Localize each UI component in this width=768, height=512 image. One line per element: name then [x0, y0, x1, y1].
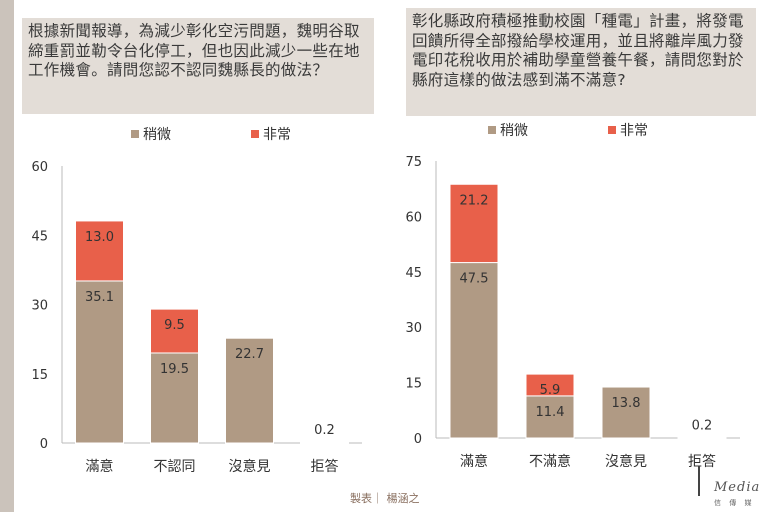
- y-tick-label: 60: [31, 160, 48, 175]
- x-tick-label: 沒意見: [229, 458, 271, 475]
- data-label: 47.5: [460, 272, 489, 287]
- legend-label-1: 非常: [620, 123, 648, 139]
- data-label: 19.5: [160, 362, 189, 377]
- bar-滿意-稍微: [449, 262, 499, 439]
- x-tick-label: 拒答: [311, 458, 339, 475]
- y-tick-label: 45: [31, 229, 48, 244]
- data-label: 22.7: [235, 347, 264, 362]
- y-tick-label: 30: [405, 321, 422, 336]
- bar-不認同-非常: [150, 308, 199, 354]
- legend-swatch-0: [488, 126, 496, 134]
- legend-swatch-1: [251, 130, 259, 138]
- bar-滿意-稍微: [75, 280, 124, 444]
- y-tick-label: 30: [31, 299, 48, 314]
- bar-沒意見-稍微: [225, 337, 274, 444]
- media-logo: Media: [714, 480, 761, 495]
- logo-bar: [698, 466, 700, 496]
- bar-滿意-非常: [449, 183, 499, 264]
- bar-沒意見-稍微: [601, 386, 651, 439]
- x-tick-label: 不滿意: [529, 453, 571, 470]
- bar-拒答-稍微: [300, 441, 349, 444]
- data-label: 13.8: [612, 396, 641, 411]
- left-accent-bar: [0, 0, 14, 512]
- y-tick-label: 15: [31, 368, 48, 383]
- data-label: 35.1: [85, 290, 114, 305]
- data-label: 9.5: [164, 318, 185, 333]
- bar-不認同-稍微: [150, 352, 199, 444]
- bar-拒答-稍微: [677, 436, 727, 439]
- data-label: 0.2: [314, 423, 335, 438]
- legend-swatch-0: [131, 130, 139, 138]
- legend-swatch-1: [608, 126, 616, 134]
- chart2-question: 彰化縣政府積極推動校園「種電」計畫，將發電回饋所得全部撥給學校運用，並且將離岸風…: [406, 8, 756, 116]
- y-tick-label: 60: [405, 210, 422, 225]
- bar-不滿意-稍微: [525, 395, 575, 439]
- data-label: 13.0: [85, 230, 114, 245]
- data-label: 5.9: [540, 383, 561, 398]
- y-tick-label: 15: [405, 377, 422, 392]
- x-tick-label: 拒答: [688, 453, 716, 470]
- x-tick-label: 沒意見: [605, 453, 647, 470]
- bar-不滿意-非常: [525, 373, 575, 397]
- data-label: 11.4: [536, 405, 565, 420]
- y-tick-label: 0: [40, 437, 48, 452]
- x-tick-label: 不認同: [154, 459, 196, 475]
- data-label: 0.2: [692, 418, 713, 433]
- legend-label-0: 稍微: [143, 127, 171, 143]
- x-tick-label: 滿意: [86, 458, 114, 475]
- data-label: 21.2: [460, 193, 489, 208]
- credit-text: 製表｜ 楊涵之: [350, 492, 420, 505]
- chart1-question: 根據新聞報導，為減少彰化空污問題，魏明谷取締重罰並勒令台化停工，但也因此減少一些…: [22, 18, 374, 114]
- y-tick-label: 45: [405, 266, 422, 281]
- x-tick-label: 滿意: [460, 453, 488, 470]
- y-tick-label: 0: [414, 432, 422, 447]
- media-logo-sub: 信 傳 媒: [714, 499, 755, 507]
- y-tick-label: 75: [405, 155, 422, 170]
- legend-label-0: 稍微: [500, 123, 528, 139]
- bar-滿意-非常: [75, 220, 124, 282]
- legend-label-1: 非常: [263, 127, 291, 143]
